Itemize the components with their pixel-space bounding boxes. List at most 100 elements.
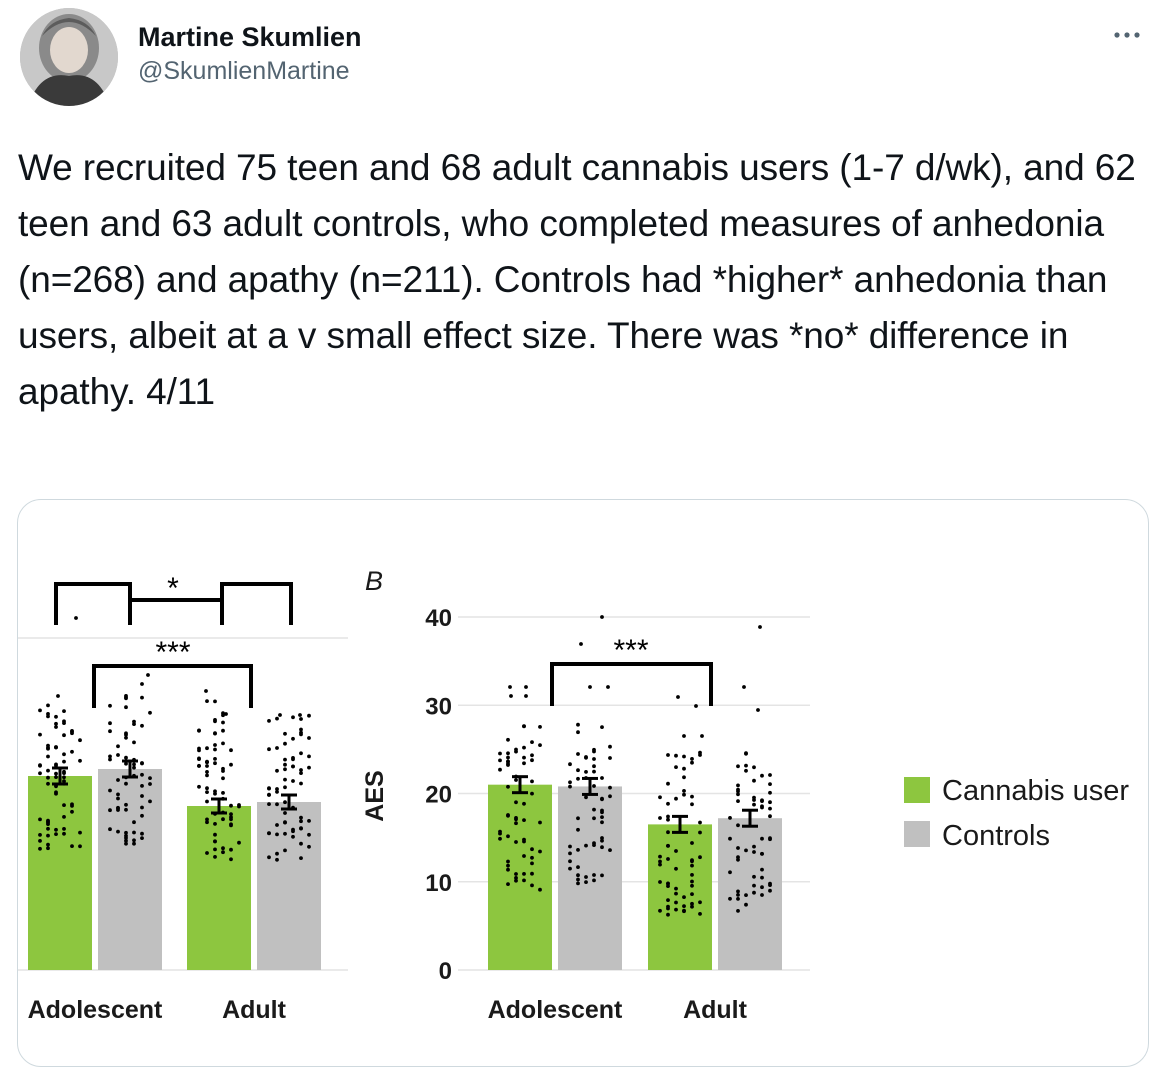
panel-b-label: B [365, 566, 383, 596]
data-point [600, 797, 604, 802]
data-point [108, 754, 112, 759]
data-point [674, 753, 678, 758]
data-point [736, 789, 740, 794]
data-point [576, 881, 580, 886]
data-point [666, 753, 670, 757]
data-point [70, 749, 74, 754]
data-point [46, 768, 50, 773]
data-point [108, 827, 112, 832]
data-point [54, 827, 58, 832]
data-point [514, 749, 518, 754]
tweet-author: Martine Skumlien @SkumlienMartine [138, 20, 362, 88]
data-point [38, 708, 42, 713]
data-point [299, 751, 303, 756]
data-point [221, 766, 225, 771]
data-point [74, 616, 78, 620]
data-point [46, 826, 50, 831]
data-point [221, 817, 225, 822]
data-point [116, 744, 120, 749]
annotation-b-triple-star: *** [613, 634, 648, 667]
b-legend: Cannabis user Controls [904, 775, 1129, 852]
data-point [62, 827, 66, 831]
data-point [538, 743, 542, 747]
data-point [38, 833, 42, 837]
b-y-tick-label: 30 [425, 693, 452, 720]
data-point [70, 809, 74, 814]
data-point [584, 843, 588, 848]
data-point [140, 831, 144, 836]
data-point [307, 736, 311, 740]
data-point [54, 721, 58, 726]
data-point [682, 908, 686, 913]
data-point [744, 902, 748, 907]
data-point [205, 851, 209, 855]
data-point [736, 783, 740, 788]
data-point [78, 758, 82, 763]
data-point [62, 752, 66, 757]
data-point [116, 796, 120, 801]
data-point [197, 764, 201, 768]
data-point [498, 836, 502, 841]
tweet-media-image[interactable]: * *** Adolescent Adult B AES 0 10 20 30 40 *… [17, 499, 1149, 1067]
data-point [514, 876, 518, 880]
data-point [205, 817, 209, 822]
more-options-button[interactable] [1110, 18, 1144, 52]
b-y-axis-label: AES [361, 770, 389, 821]
data-point [530, 847, 534, 852]
data-point [224, 712, 228, 716]
data-point [506, 763, 510, 767]
data-point [514, 872, 518, 876]
data-point [752, 874, 756, 879]
data-point [768, 883, 772, 887]
bar-b-adult-controls [718, 818, 782, 970]
data-point [46, 781, 50, 786]
data-point [666, 898, 670, 902]
data-point [568, 866, 572, 871]
author-handle[interactable]: @SkumlienMartine [138, 57, 350, 85]
data-point [752, 778, 756, 783]
data-point [146, 673, 150, 677]
data-point [62, 733, 66, 738]
data-point [606, 685, 610, 689]
data-point [584, 755, 588, 760]
tweet-text: We recruited 75 teen and 68 adult cannab… [18, 147, 1136, 412]
data-point [760, 773, 764, 778]
data-point [600, 836, 604, 840]
data-point [237, 803, 241, 807]
data-point [768, 814, 772, 819]
data-point [676, 695, 680, 699]
data-point [275, 787, 279, 791]
data-point [666, 904, 670, 909]
b-y-tick-label: 0 [439, 958, 452, 985]
b-x-tick-label: Adult [683, 996, 748, 1024]
data-point [600, 845, 604, 850]
data-point [299, 841, 303, 846]
b-y-tick-labels: 0 10 20 30 40 [425, 605, 452, 985]
data-point [221, 741, 225, 746]
data-point [116, 792, 120, 797]
chart-panel-b: B AES 0 10 20 30 40 *** Adolescent Adult Can… [361, 566, 1129, 1024]
b-error-bars [512, 775, 758, 834]
data-point [498, 758, 502, 763]
data-point [140, 784, 144, 788]
data-point [205, 746, 209, 751]
data-point [698, 900, 702, 905]
data-point [744, 848, 748, 853]
data-point [275, 851, 279, 856]
data-point [592, 843, 596, 847]
data-point [674, 765, 678, 769]
data-point [275, 716, 279, 721]
data-point [108, 703, 112, 708]
data-point [299, 732, 303, 737]
data-point [744, 893, 748, 897]
author-name[interactable]: Martine Skumlien [138, 22, 362, 52]
data-point [140, 813, 144, 818]
data-point [213, 699, 217, 704]
data-point [213, 761, 217, 766]
data-point [658, 908, 662, 913]
data-point [576, 873, 580, 878]
data-point [666, 817, 670, 822]
avatar[interactable] [20, 8, 118, 106]
bar-b-adult-cannabis [648, 824, 712, 970]
data-point [267, 855, 271, 860]
